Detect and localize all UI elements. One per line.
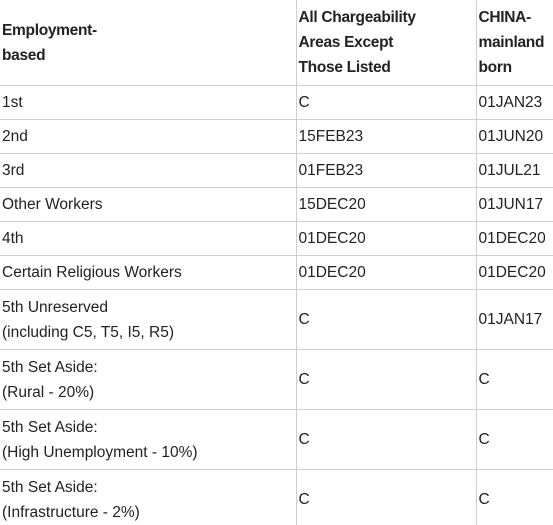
category-cell: Other Workers — [0, 187, 297, 222]
all-areas-cell: 01FEB23 — [295, 153, 477, 188]
china-cell: 01JUN20 — [475, 119, 553, 154]
all-areas-cell: C — [295, 289, 477, 350]
all-areas-cell: C — [295, 409, 477, 470]
table-row: 3rd 01FEB23 01JUL21 — [0, 153, 553, 188]
header-china: CHINA- mainland born — [475, 0, 553, 86]
category-cell: 1st — [0, 85, 297, 120]
table-row: 5th Set Aside: (High Unemployment - 10%)… — [0, 409, 553, 470]
header-row: Employment- based All Chargeability Area… — [0, 0, 553, 86]
table-row: 4th 01DEC20 01DEC20 — [0, 221, 553, 256]
category-cell: 3rd — [0, 153, 297, 188]
all-areas-cell: 15FEB23 — [295, 119, 477, 154]
category-cell: 2nd — [0, 119, 297, 154]
china-cell: 01JUL21 — [475, 153, 553, 188]
table-row: Certain Religious Workers 01DEC20 01DEC2… — [0, 255, 553, 290]
table-row: 5th Set Aside: (Infrastructure - 2%) C C — [0, 469, 553, 525]
table-row: Other Workers 15DEC20 01JUN17 — [0, 187, 553, 222]
category-cell: Certain Religious Workers — [0, 255, 297, 290]
china-cell: 01JAN17 — [475, 289, 553, 350]
category-cell: 5th Unreserved (including C5, T5, I5, R5… — [0, 289, 297, 350]
category-cell: 5th Set Aside: (High Unemployment - 10%) — [0, 409, 297, 470]
table-row: 1st C 01JAN23 — [0, 85, 553, 120]
all-areas-cell: 01DEC20 — [295, 255, 477, 290]
header-all-chargeability: All Chargeability Areas Except Those Lis… — [295, 0, 477, 86]
china-cell: 01JUN17 — [475, 187, 553, 222]
china-cell: C — [475, 349, 553, 410]
all-areas-cell: 15DEC20 — [295, 187, 477, 222]
category-cell: 5th Set Aside: (Rural - 20%) — [0, 349, 297, 410]
china-cell: C — [475, 409, 553, 470]
china-cell: 01DEC20 — [475, 255, 553, 290]
table-row: 5th Set Aside: (Rural - 20%) C C — [0, 349, 553, 410]
category-cell: 4th — [0, 221, 297, 256]
all-areas-cell: C — [295, 469, 477, 525]
all-areas-cell: C — [295, 349, 477, 410]
all-areas-cell: 01DEC20 — [295, 221, 477, 256]
table-row: 5th Unreserved (including C5, T5, I5, R5… — [0, 289, 553, 350]
all-areas-cell: C — [295, 85, 477, 120]
china-cell: 01DEC20 — [475, 221, 553, 256]
category-cell: 5th Set Aside: (Infrastructure - 2%) — [0, 469, 297, 525]
china-cell: 01JAN23 — [475, 85, 553, 120]
china-cell: C — [475, 469, 553, 525]
table-row: 2nd 15FEB23 01JUN20 — [0, 119, 553, 154]
header-category: Employment- based — [0, 0, 297, 86]
